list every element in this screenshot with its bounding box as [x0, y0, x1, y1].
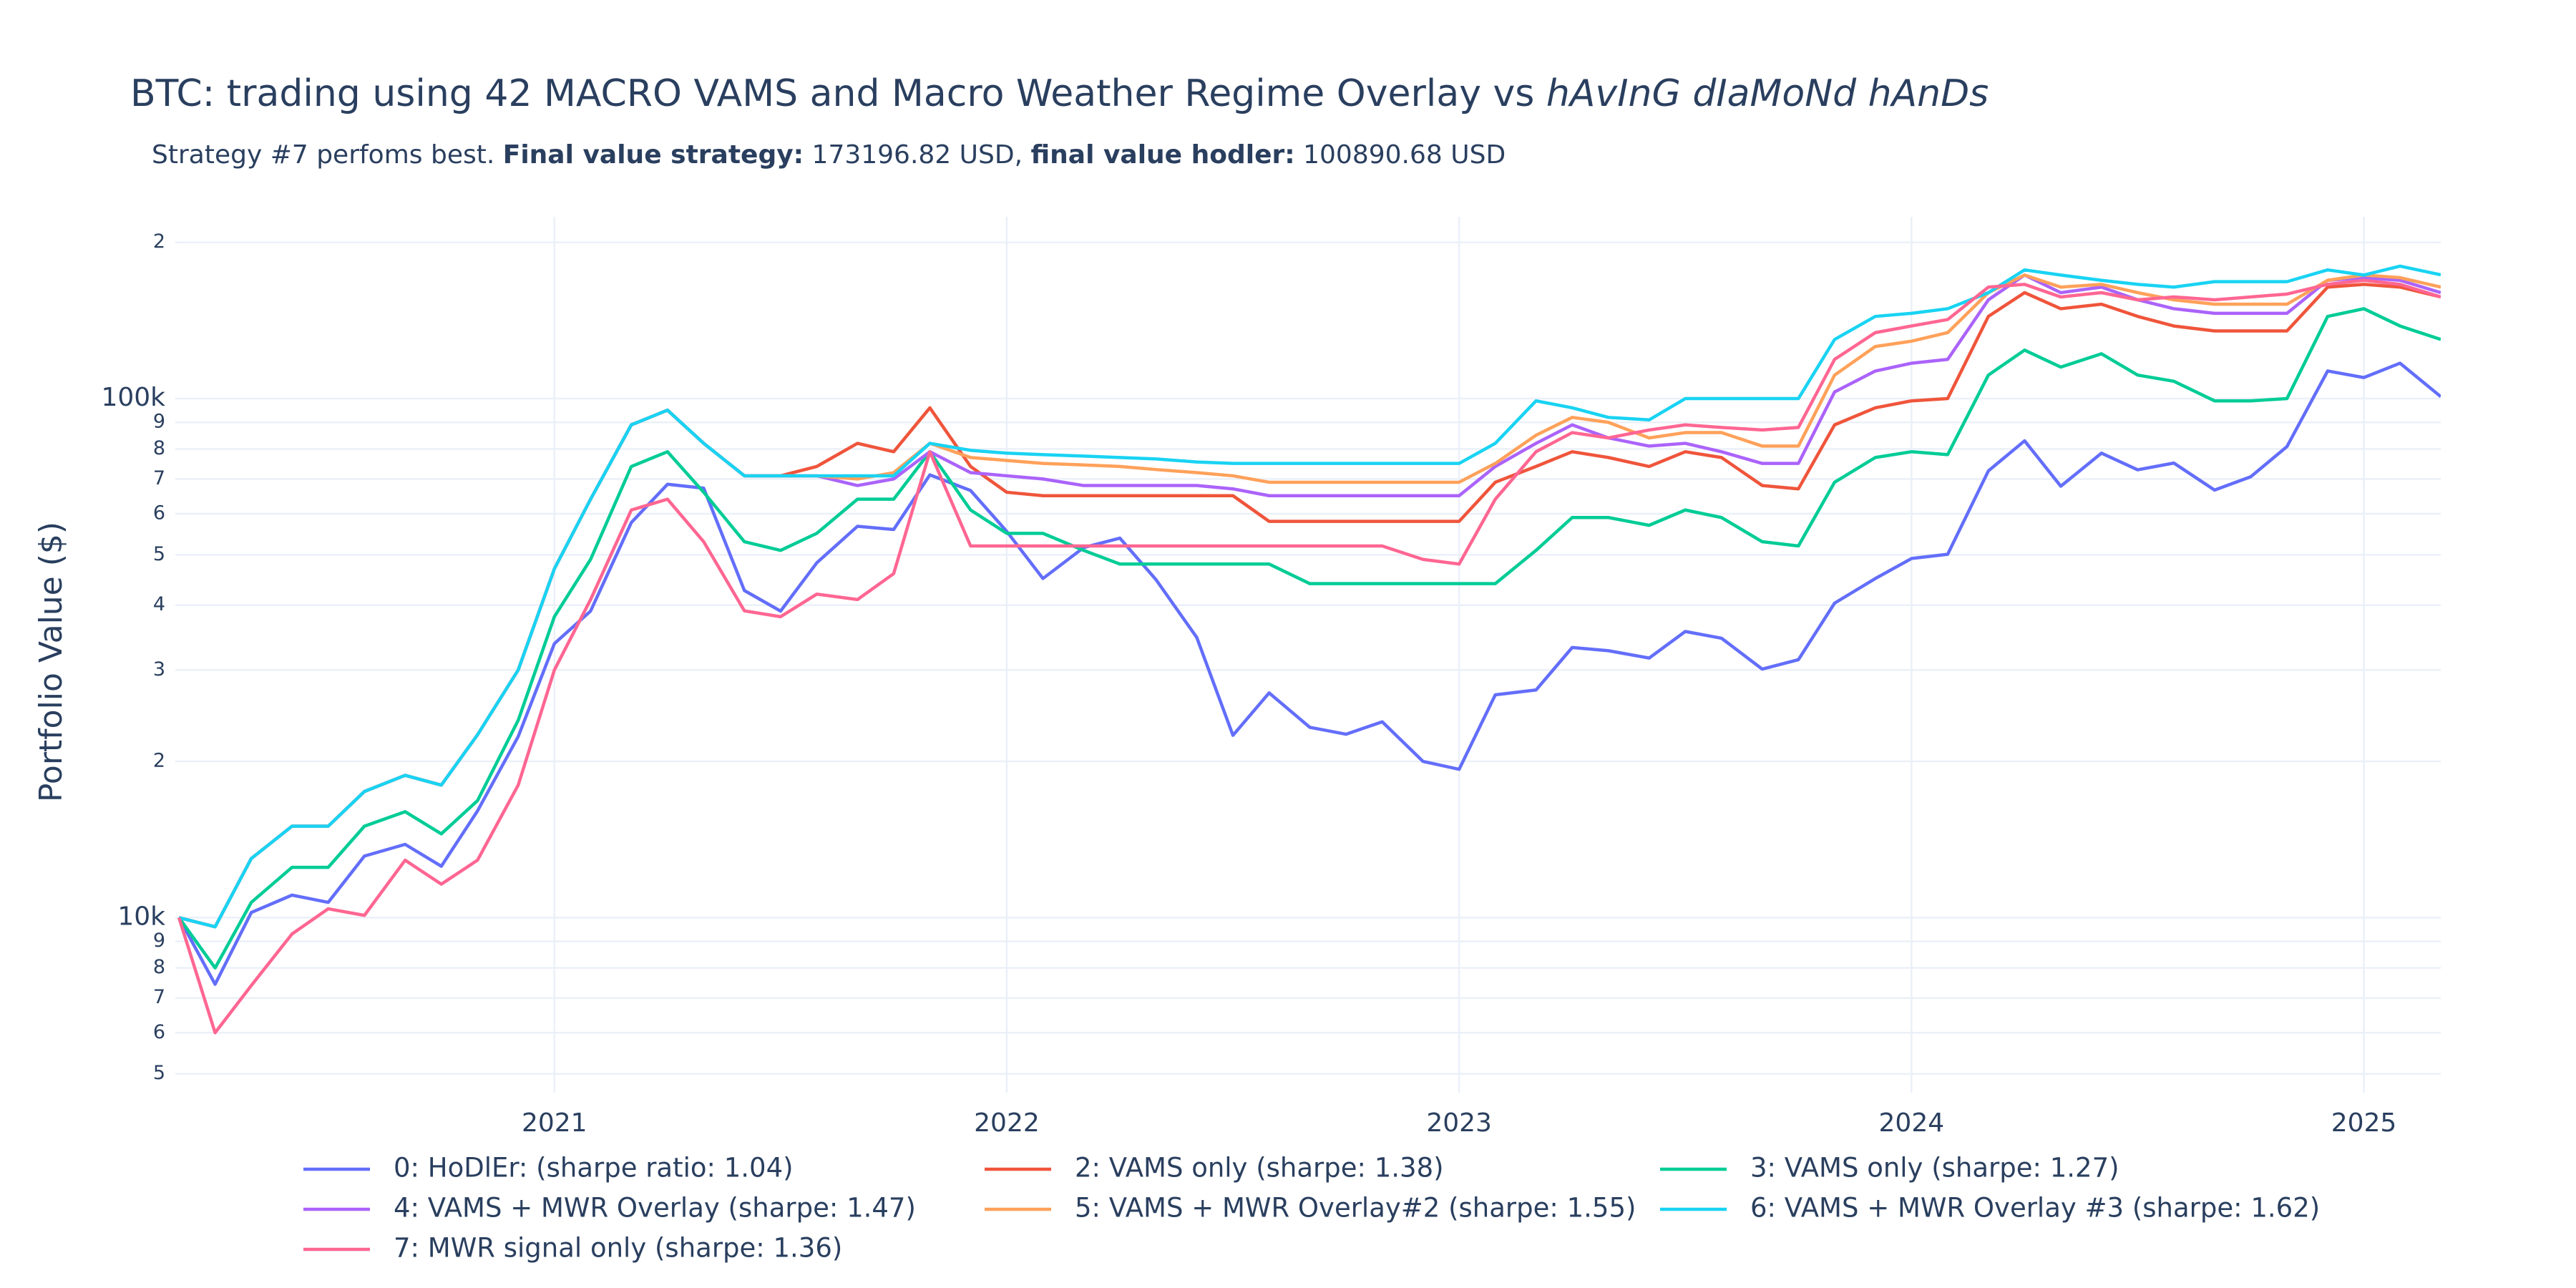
chart-title: BTC: trading using 42 MACRO VAMS and Mac… — [130, 72, 1989, 115]
legend-label: 4: VAMS + MWR Overlay (sharpe: 1.47) — [394, 1193, 916, 1224]
legend-item[interactable]: 0: HoDlEr: (sharpe ratio: 1.04) — [303, 1153, 794, 1184]
plot-area — [177, 264, 2441, 1035]
x-tick-label: 2024 — [1879, 1108, 1945, 1138]
legend-item[interactable]: 5: VAMS + MWR Overlay#2 (sharpe: 1.55) — [985, 1193, 1636, 1224]
subtitle-part: 173196.82 USD, — [804, 140, 1030, 170]
y-tick-label: 2 — [153, 230, 165, 253]
x-tick-label: 2022 — [974, 1108, 1040, 1138]
subtitle-part: Strategy #7 perfoms best. — [152, 140, 503, 170]
y-tick-label: 4 — [153, 593, 165, 615]
y-tick-label: 5 — [153, 543, 165, 565]
x-tick-label: 2025 — [2331, 1108, 2397, 1138]
y-tick-label: 7 — [153, 467, 165, 489]
chart-subtitle: Strategy #7 perfoms best. Final value st… — [152, 140, 1506, 170]
y-tick-label: 8 — [153, 437, 165, 459]
subtitle-part: Final value strategy: — [503, 140, 804, 170]
y-tick-label: 10k — [117, 902, 165, 931]
legend-item[interactable]: 4: VAMS + MWR Overlay (sharpe: 1.47) — [303, 1193, 916, 1224]
legend-label: 7: MWR signal only (sharpe: 1.36) — [394, 1233, 842, 1264]
y-tick-label: 9 — [153, 930, 165, 952]
legend: 0: HoDlEr: (sharpe ratio: 1.04) 2: VAMS o… — [303, 1153, 2320, 1264]
x-tick-label: 2021 — [522, 1108, 587, 1138]
title-main: BTC: trading using 42 MACRO VAMS and Mac… — [130, 72, 1546, 115]
subtitle-part: final value hodler: — [1030, 140, 1294, 170]
y-tick-label: 6 — [153, 502, 165, 524]
legend-label: 5: VAMS + MWR Overlay#2 (sharpe: 1.55) — [1075, 1193, 1636, 1224]
legend-item[interactable]: 6: VAMS + MWR Overlay #3 (sharpe: 1.62) — [1660, 1193, 2320, 1224]
y-tick-label: 9 — [153, 411, 165, 433]
grid — [175, 217, 2441, 1093]
y-tick-label: 6 — [153, 1021, 165, 1043]
legend-label: 0: HoDlEr: (sharpe ratio: 1.04) — [394, 1153, 794, 1184]
y-tick-label: 2 — [153, 750, 165, 772]
subtitle-part: 100890.68 USD — [1295, 140, 1506, 170]
title-italic: hAvInG dIaMoNd hAnDs — [1546, 72, 1989, 115]
y-tick-label: 100k — [101, 383, 165, 412]
legend-label: 2: VAMS only (sharpe: 1.38) — [1075, 1153, 1444, 1184]
x-tick-label: 2023 — [1426, 1108, 1492, 1138]
series-line — [177, 361, 2441, 986]
y-tick-label: 8 — [153, 956, 165, 978]
y-axis-title: Portfolio Value ($) — [33, 522, 69, 802]
legend-item[interactable]: 7: MWR signal only (sharpe: 1.36) — [303, 1233, 842, 1264]
legend-label: 6: VAMS + MWR Overlay #3 (sharpe: 1.62) — [1750, 1193, 2320, 1224]
y-tick-label: 5 — [153, 1062, 165, 1084]
y-tick-label: 7 — [153, 986, 165, 1008]
legend-label: 3: VAMS only (sharpe: 1.27) — [1750, 1153, 2119, 1184]
series-line — [177, 278, 2441, 1035]
series-line — [178, 264, 2441, 929]
series-line — [177, 307, 2441, 970]
legend-item[interactable]: 2: VAMS only (sharpe: 1.38) — [985, 1153, 1444, 1184]
legend-item[interactable]: 3: VAMS only (sharpe: 1.27) — [1660, 1153, 2119, 1184]
y-tick-label: 3 — [153, 658, 165, 680]
